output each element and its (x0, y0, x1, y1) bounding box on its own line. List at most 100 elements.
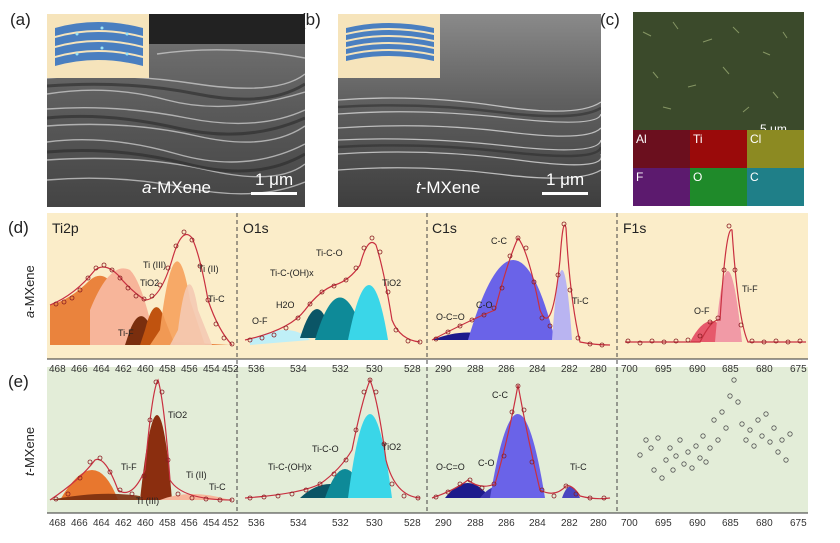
c1s-e-anno-oco: O-C=O (436, 462, 465, 472)
tick-d-o1s-0: 536 (248, 364, 265, 375)
tick-e-o1s-4: 528 (404, 518, 421, 529)
tick-e-f1s-1: 695 (655, 518, 672, 529)
o1s-e-peaks (300, 414, 392, 498)
ti2p-d-peaks (50, 261, 230, 345)
scale-label-a: 1 μm (255, 170, 294, 189)
c1s-d-anno-tic: Ti-C (572, 296, 589, 306)
tick-e-ti2p-6: 456 (181, 518, 198, 529)
tick-d-o1s-4: 528 (404, 364, 421, 375)
material-label-a: a-MXene (142, 178, 211, 197)
spectrum-title-c1s: C1s (432, 220, 457, 236)
map-cl: Cl (747, 130, 804, 168)
o1s-d-anno-ticoh: Ti-C-(OH)x (270, 268, 314, 278)
spectrum-title-ti2p: Ti2p (52, 220, 79, 236)
o1s-e-fit (244, 378, 421, 499)
tick-e-o1s-3: 530 (366, 518, 383, 529)
o1s-d-anno-of: O-F (252, 316, 268, 326)
panel-label-c: (c) (600, 10, 620, 29)
c1s-d-fit (431, 224, 611, 346)
o1s-e-anno-tio2: TiO2 (382, 442, 401, 452)
scale-bar-a (251, 192, 297, 195)
tick-d-o1s-2: 532 (332, 364, 349, 375)
scale-bar-b (542, 192, 588, 195)
c1s-d-anno-cc: C-C (491, 236, 507, 246)
tick-d-f1s-0: 700 (621, 364, 638, 375)
tick-e-ti2p-4: 460 (137, 518, 154, 529)
f1s-d-points (625, 223, 803, 346)
o1s-e-anno-ticoh: Ti-C-(OH)x (268, 462, 312, 472)
tick-d-ti2p-6: 456 (181, 364, 198, 375)
o1s-d-anno-h2o: H2O (276, 300, 295, 310)
tick-d-ti2p-7: 454 (203, 364, 220, 375)
tick-e-ti2p-5: 458 (159, 518, 176, 529)
c1s-d-anno-oco: O-C=O (436, 312, 465, 322)
tick-d-ti2p-1: 466 (71, 364, 88, 375)
ti2p-e-anno-tif: Ti-F (121, 462, 137, 472)
tick-d-o1s-3: 530 (366, 364, 383, 375)
map-c: C (747, 168, 804, 206)
ti2p-d-anno-tif: Ti-F (118, 328, 134, 338)
tick-e-o1s-2: 532 (332, 518, 349, 529)
tick-e-o1s-1: 534 (290, 518, 307, 529)
ti2p-d-anno-tic: Ti-C (208, 294, 225, 304)
tick-d-c1s-4: 282 (561, 364, 578, 375)
tick-d-f1s-1: 695 (655, 364, 672, 375)
o1s-d-points (247, 235, 423, 345)
tick-e-ti2p-8: 452 (222, 518, 239, 529)
tick-d-c1s-5: 280 (590, 364, 607, 375)
sem-image-a: a-MXene 1 μm (47, 14, 305, 207)
f1s-d-anno-tif: Ti-F (742, 284, 758, 294)
sem-image-b: t-MXene 1 μm (338, 14, 601, 207)
ti2p-e-anno-ti2: Ti (II) (186, 470, 207, 480)
c1s-e-anno-tic: Ti-C (570, 462, 587, 472)
tick-d-f1s-2: 690 (689, 364, 706, 375)
ticks-row-e: 468 466 464 462 460 458 456 454 452 536 … (49, 518, 807, 529)
panel-label-b: (b) (300, 10, 321, 29)
tick-d-ti2p-0: 468 (49, 364, 66, 375)
tick-d-f1s-3: 685 (722, 364, 739, 375)
c1s-e-points (433, 383, 607, 501)
c1s-d-anno-co: C-O (476, 300, 493, 310)
o1s-e-points (247, 377, 421, 501)
f1s-e-points (637, 377, 793, 481)
map-o: O (690, 168, 747, 206)
tick-e-f1s-0: 700 (621, 518, 638, 529)
c1s-e-anno-cc: C-C (492, 390, 508, 400)
ti2p-e-anno-ti3: Ti (III) (136, 496, 159, 506)
ti2p-e-peaks (50, 415, 230, 500)
spectrum-title-o1s: O1s (243, 220, 269, 236)
tick-e-ti2p-7: 454 (203, 518, 220, 529)
tick-e-f1s-4: 680 (756, 518, 773, 529)
tick-e-o1s-0: 536 (248, 518, 265, 529)
eds-mapping: Al Ti Cl F O C 5 μm Al Ti Cl F O C (633, 12, 804, 206)
tick-e-c1s-5: 280 (590, 518, 607, 529)
ti2p-e-fit (49, 378, 233, 501)
sem-texture-a (47, 14, 305, 207)
tick-d-ti2p-3: 462 (115, 364, 132, 375)
tick-d-ti2p-5: 458 (159, 364, 176, 375)
tick-d-f1s-4: 680 (756, 364, 773, 375)
tick-e-ti2p-3: 462 (115, 518, 132, 529)
c1s-d-points (433, 221, 605, 348)
ticks-row-d: 468 466 464 462 460 458 456 454 452 536 … (49, 364, 807, 375)
tick-e-c1s-4: 282 (561, 518, 578, 529)
tick-e-c1s-1: 288 (467, 518, 484, 529)
f1s-d-anno-of: O-F (694, 306, 710, 316)
panel-label-e: (e) (8, 372, 29, 391)
tick-e-f1s-5: 675 (790, 518, 807, 529)
panel-label-d: (d) (8, 218, 29, 237)
c1s-e-anno-co: C-O (478, 458, 495, 468)
tick-e-c1s-0: 290 (435, 518, 452, 529)
tick-d-ti2p-2: 464 (93, 364, 110, 375)
spectrum-title-f1s: F1s (623, 220, 647, 236)
tick-d-c1s-1: 288 (467, 364, 484, 375)
eds-overview-image (633, 12, 804, 130)
o1s-d-anno-tio2: TiO2 (382, 278, 401, 288)
ti2p-e-anno-tio2: TiO2 (168, 410, 187, 420)
ti2p-e-points (53, 379, 235, 503)
tick-d-ti2p-4: 460 (137, 364, 154, 375)
ti2p-d-anno-ti2: Ti (II) (198, 264, 219, 274)
tick-e-f1s-3: 685 (722, 518, 739, 529)
ti2p-d-anno-ti3: Ti (III) (143, 260, 166, 270)
